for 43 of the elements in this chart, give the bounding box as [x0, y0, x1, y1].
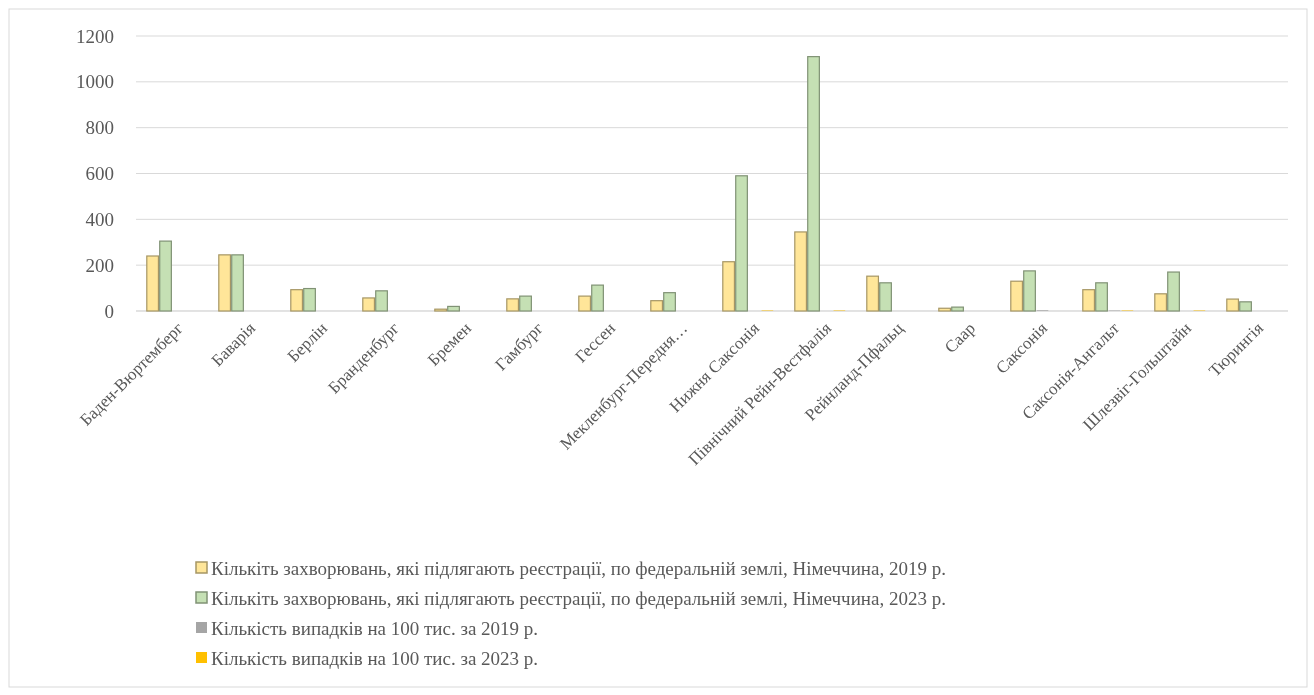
bar [1010, 280, 1024, 312]
bar [375, 290, 388, 312]
bar [519, 295, 532, 312]
bar [159, 240, 172, 312]
y-tick-label: 600 [85, 163, 114, 185]
bar [303, 287, 316, 312]
bar [447, 305, 460, 312]
bar [879, 282, 892, 312]
bar [807, 56, 820, 312]
bar [506, 298, 520, 312]
y-tick-label: 400 [85, 208, 114, 230]
y-tick-label: 800 [85, 117, 114, 139]
bar [1095, 282, 1108, 312]
bar [735, 175, 748, 312]
y-tick-label: 1000 [76, 71, 114, 93]
bar [663, 292, 676, 312]
bar [1023, 270, 1036, 312]
bar [1226, 298, 1240, 312]
bar [951, 306, 964, 312]
bar [1082, 289, 1096, 312]
bar [866, 275, 880, 312]
bar [218, 254, 232, 312]
bar [1167, 271, 1180, 312]
legend-label: Кількіть захворювань, які підлягають реєстрації, по федеральній землі, Німеччина, 2023 р. [211, 587, 946, 609]
bar [794, 231, 808, 312]
x-tick-label: Саар [940, 318, 980, 357]
bar [722, 261, 736, 312]
bar [146, 255, 160, 312]
legend-label: Кількіть захворювань, які підлягають реєстрації, по федеральній землі, Німеччина, 2019 р. [211, 557, 946, 579]
y-tick-label: 200 [85, 254, 114, 276]
bar [938, 307, 952, 312]
bar [1239, 301, 1252, 312]
bar [290, 289, 304, 312]
y-tick-label: 0 [104, 300, 114, 322]
bar [591, 284, 604, 312]
bar [650, 300, 664, 312]
bar [1154, 293, 1168, 312]
bar [362, 297, 376, 312]
legend-label: Кількість випадків на 100 тис. за 2023 р. [211, 647, 539, 669]
bar [231, 254, 244, 312]
bar [578, 295, 592, 312]
legend-label: Кількість випадків на 100 тис. за 2019 р. [211, 617, 539, 639]
y-tick-label: 1200 [76, 25, 114, 47]
